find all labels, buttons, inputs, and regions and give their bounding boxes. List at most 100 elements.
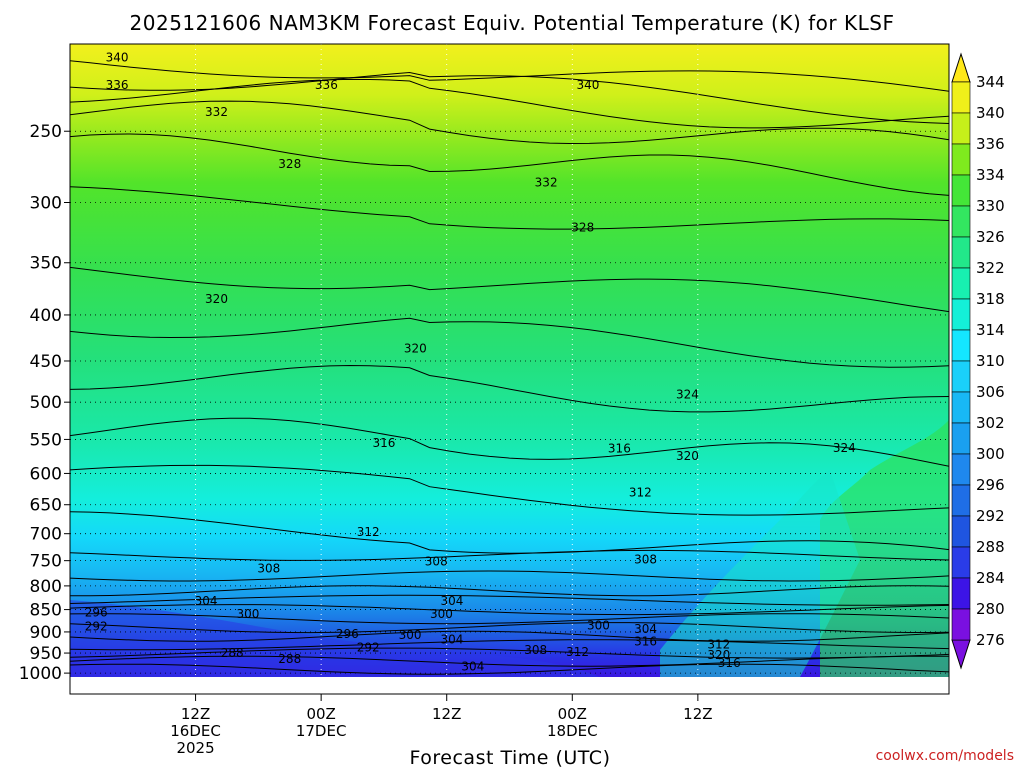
colorbar-swatch-4 [951,205,971,238]
contour-label-5: 328 [278,157,301,171]
colorbar-label-8: 314 [976,321,1005,339]
contour-label-22: 296 [85,605,108,619]
y-axis: 2503003504004505005506006507007508008509… [19,122,70,684]
contour-label-37: 288 [278,652,301,666]
colorbar-label-11: 302 [976,414,1005,432]
contour-line-11 [70,511,949,554]
colorbar-label-4: 330 [976,197,1005,215]
y-tick-label-4: 450 [30,352,62,372]
y-tick-label-8: 650 [30,496,62,516]
colorbar-swatch-10 [951,391,971,424]
x-tick-label-4-0: 12Z [683,705,712,723]
x-tick-label-1-1: 17DEC [296,722,347,740]
contour-label-23: 300 [236,607,259,621]
contour-line-4 [70,133,949,196]
colorbar-label-16: 284 [976,569,1005,587]
colorbar-swatch-15 [951,546,971,579]
contour-line-19 [70,630,949,642]
contour-label-18: 308 [425,555,448,569]
colorbar-min-arrow [951,639,971,670]
x-tick-label-0-0: 12Z [181,705,210,723]
y-tick-label-1: 300 [30,193,62,213]
colorbar-label-9: 310 [976,352,1005,370]
contour-line-0 [70,60,949,92]
contour-line-10 [70,464,949,516]
contour-line-7 [70,317,949,368]
y-tick-label-9: 700 [30,525,62,545]
contour-label-26: 296 [336,627,359,641]
colorbar-label-10: 306 [976,383,1005,401]
contour-label-25: 292 [85,620,108,634]
plot-frame [69,43,950,695]
colorbar-swatch-1 [951,112,971,145]
gridlines [70,44,949,677]
colorbar-swatch-9 [951,360,971,393]
contour-label-13: 320 [676,449,699,463]
colorbar-swatch-11 [951,422,971,455]
contour-label-38: 304 [461,659,484,673]
x-tick-label-0-2: 2025 [176,739,214,757]
colorbar-swatch-14 [951,515,971,548]
contour-label-27: 300 [399,628,422,642]
cold-pool-field [70,600,600,677]
x-tick-label-2-0: 12Z [432,705,461,723]
colorbar-label-1: 340 [976,104,1005,122]
contour-label-31: 316 [634,634,657,648]
y-tick-label-12: 850 [30,601,62,621]
x-tick-label-3-1: 18DEC [547,722,598,740]
contour-label-9: 320 [404,342,427,356]
contour-line-15 [70,594,949,606]
y-tick-label-14: 950 [30,644,62,664]
colorbar: 344 340 336 334 330 326 322 318 314 310 306 302 300 2… [951,52,1005,670]
colorbar-swatch-5 [951,236,971,269]
contour-label-39: 320 [707,648,730,662]
colorbar-label-6: 322 [976,259,1005,277]
x-tick-label-1-0: 00Z [306,705,335,723]
contour-line-12 [70,549,949,561]
contour-label-16: 312 [357,525,380,539]
colorbar-max-arrow [951,52,971,83]
contour-label-11: 316 [372,436,395,450]
y-tick-label-13: 900 [30,623,62,643]
contour-label-19: 308 [634,553,657,567]
contour-line-13 [70,570,949,582]
contour-label-28: 304 [440,633,463,647]
contour-label-32: 292 [357,641,380,655]
terrain-band [70,677,949,694]
colorbar-label-18: 276 [976,631,1005,649]
contour-label-21: 304 [440,594,463,608]
y-tick-label-2: 350 [30,254,62,274]
contour-label-2: 336 [315,78,338,92]
colorbar-label-2: 336 [976,135,1005,153]
contour-line-17 [70,613,949,625]
colorbar-swatch-0 [951,81,971,114]
colorbar-swatch-13 [951,484,971,517]
y-tick-label-3: 400 [30,306,62,326]
y-tick-label-0: 250 [30,122,62,142]
colorbar-label-12: 300 [976,445,1005,463]
colorbar-swatch-12 [951,453,971,486]
contour-label-4: 332 [205,105,228,119]
contour-label-8: 320 [205,292,228,306]
contour-line-21 [70,647,949,659]
y-tick-label-11: 800 [30,577,62,597]
plot-area [70,44,949,694]
y-tick-label-10: 750 [30,552,62,572]
credit-text[interactable]: coolwx.com/models [876,748,1014,764]
y-tick-label-5: 500 [30,393,62,413]
contour-line-9 [70,417,949,467]
contour-label-1: 336 [106,78,129,92]
contour-label-35: 312 [707,638,730,652]
contour-line-8 [70,364,949,413]
colorbar-swatch-8 [951,329,971,362]
contour-line-5 [70,186,949,230]
contour-line-18 [70,622,949,634]
colorbar-label-5: 326 [976,228,1005,246]
contour-line-22 [70,655,949,667]
contour-line-23 [70,663,949,675]
contour-label-40: 316 [718,656,741,670]
colorbar-label-17: 280 [976,600,1005,618]
